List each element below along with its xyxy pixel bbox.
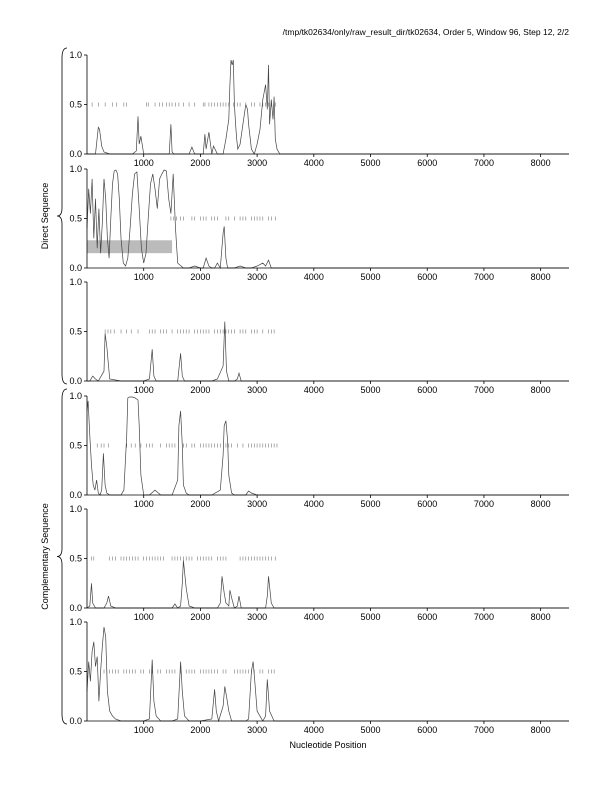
y-tick-label: 0.0 (69, 490, 82, 500)
series-line (86, 169, 569, 270)
y-tick-label: 0.0 (69, 376, 82, 386)
figure-header: /tmp/tk02634/only/raw_result_dir/tk02634… (282, 27, 569, 37)
y-tick-label: 1.0 (69, 50, 82, 60)
x-tick-label: 7000 (474, 499, 494, 509)
y-tick-label: 0.5 (69, 214, 82, 224)
y-tick-label: 0.5 (69, 327, 82, 337)
x-tick-label: 5000 (361, 158, 381, 168)
x-tick-label: 5000 (361, 725, 381, 735)
x-tick-label: 5000 (361, 499, 381, 509)
y-tick-label: 0.5 (69, 441, 82, 451)
x-tick-label: 6000 (417, 499, 437, 509)
x-tick-label: 4000 (304, 612, 324, 622)
x-tick-label: 4000 (304, 499, 324, 509)
x-tick-label: 5000 (361, 272, 381, 282)
x-tick-label: 7000 (474, 385, 494, 395)
y-tick-label: 0.0 (69, 603, 82, 613)
x-tick-label: 6000 (417, 725, 437, 735)
x-tick-label: 1000 (134, 272, 154, 282)
x-tick-label: 6000 (417, 612, 437, 622)
y-tick-label: 1.0 (69, 391, 82, 401)
group-brace (56, 47, 68, 385)
highlight-band (87, 240, 173, 254)
x-tick-label: 1000 (134, 725, 154, 735)
x-tick-label: 1000 (134, 158, 154, 168)
series-line (87, 59, 569, 155)
y-tick-label: 1.0 (69, 504, 82, 514)
y-tick-label: 1.0 (69, 277, 82, 287)
x-tick-label: 4000 (304, 725, 324, 735)
x-tick-label: 8000 (531, 158, 551, 168)
y-tick-label: 0.5 (69, 100, 82, 110)
x-tick-label: 2000 (190, 158, 210, 168)
x-tick-label: 2000 (190, 612, 210, 622)
x-tick-label: 3000 (247, 499, 267, 509)
x-tick-label: 6000 (417, 272, 437, 282)
x-tick-label: 3000 (247, 385, 267, 395)
y-tick-label: 0.0 (69, 716, 82, 726)
x-tick-label: 3000 (247, 158, 267, 168)
x-tick-label: 8000 (531, 272, 551, 282)
x-tick-label: 2000 (190, 272, 210, 282)
y-tick-label: 1.0 (69, 617, 82, 627)
x-tick-label: 1000 (134, 612, 154, 622)
x-tick-label: 2000 (190, 385, 210, 395)
x-tick-label: 1000 (134, 499, 154, 509)
x-tick-label: 8000 (531, 385, 551, 395)
x-tick-label: 5000 (361, 612, 381, 622)
x-tick-label: 5000 (361, 385, 381, 395)
x-tick-label: 3000 (247, 725, 267, 735)
x-tick-label: 6000 (417, 158, 437, 168)
x-tick-label: 8000 (531, 499, 551, 509)
x-tick-label: 1000 (134, 385, 154, 395)
y-tick-label: 0.0 (69, 263, 82, 273)
x-tick-label: 4000 (304, 158, 324, 168)
x-tick-label: 8000 (531, 612, 551, 622)
x-axis-label: Nucleotide Position (289, 740, 366, 750)
x-tick-label: 7000 (474, 612, 494, 622)
x-tick-label: 2000 (190, 725, 210, 735)
x-tick-label: 7000 (474, 272, 494, 282)
x-tick-label: 3000 (247, 612, 267, 622)
x-tick-label: 7000 (474, 725, 494, 735)
group-label: Direct Sequence (40, 183, 50, 250)
y-tick-label: 0.0 (69, 149, 82, 159)
series-line (86, 560, 569, 609)
x-tick-label: 7000 (474, 158, 494, 168)
y-tick-label: 0.5 (69, 554, 82, 564)
x-tick-label: 3000 (247, 272, 267, 282)
x-tick-label: 6000 (417, 385, 437, 395)
x-tick-label: 8000 (531, 725, 551, 735)
x-tick-label: 4000 (304, 272, 324, 282)
series-line (87, 321, 569, 382)
y-tick-label: 1.0 (69, 164, 82, 174)
series-line (86, 626, 569, 723)
x-tick-label: 4000 (304, 385, 324, 395)
group-label: Complementary Sequence (40, 503, 50, 610)
series-line (86, 396, 569, 496)
y-tick-label: 0.5 (69, 667, 82, 677)
x-tick-label: 2000 (190, 499, 210, 509)
group-brace (56, 388, 68, 725)
